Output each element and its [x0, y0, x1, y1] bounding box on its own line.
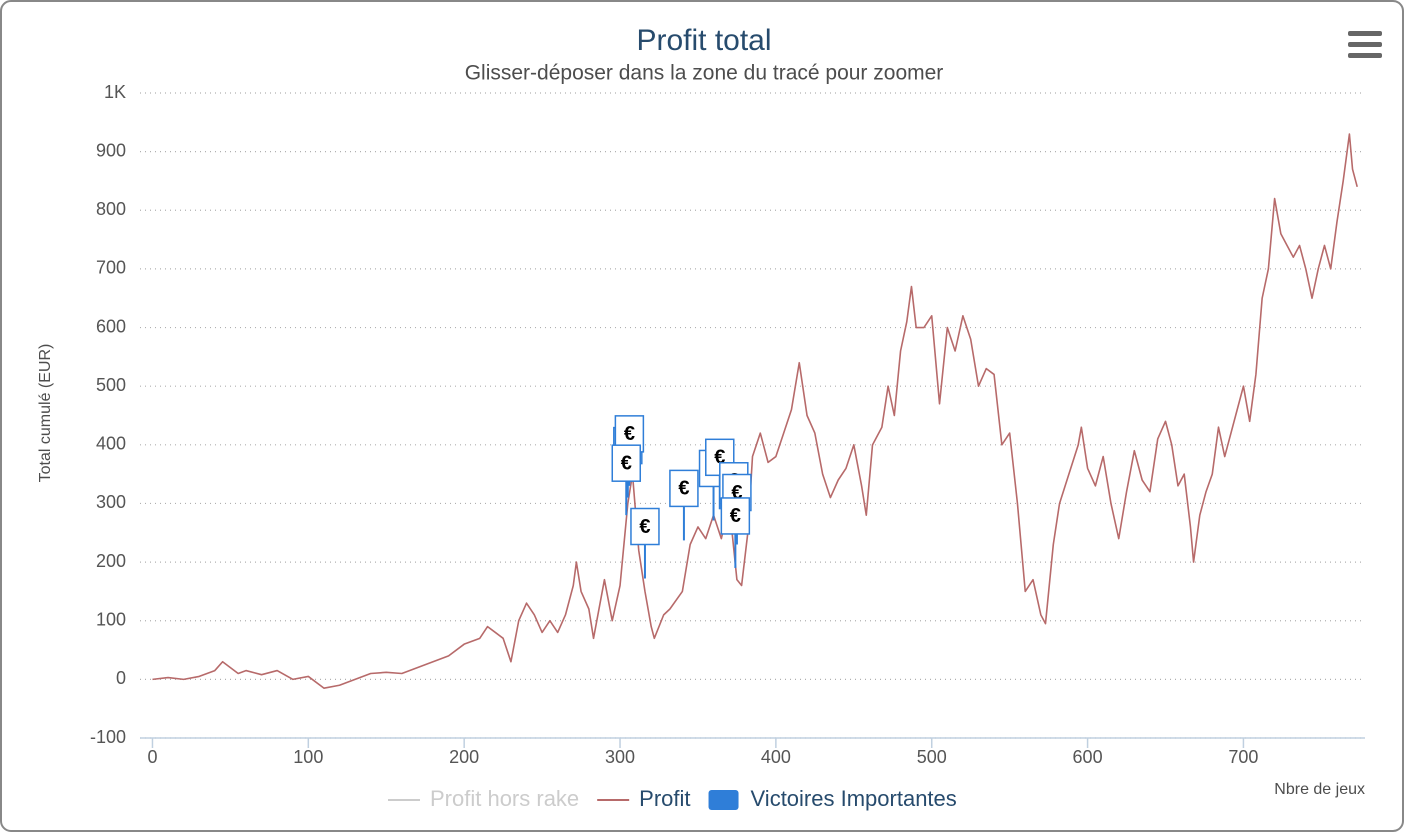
menu-button[interactable] [1348, 31, 1382, 58]
menu-bar[interactable] [1348, 53, 1382, 58]
legend-item[interactable]: Profit hors rake [388, 786, 579, 811]
flag-label: € [678, 478, 689, 500]
line-series [152, 133, 1358, 689]
y-tick-label: 800 [96, 199, 126, 219]
flag-label: € [730, 505, 741, 527]
y-tick-label: 500 [96, 375, 126, 395]
y-tick-label: 300 [96, 492, 126, 512]
x-tick-label: 100 [293, 747, 323, 767]
legend-label: Profit [639, 786, 690, 811]
x-tick-label: 400 [761, 747, 791, 767]
flag-box [720, 497, 751, 535]
chart-subtitle: Glisser-déposer dans la zone du tracé po… [465, 62, 944, 85]
y-tick-label: 0 [116, 668, 126, 688]
flag-box [669, 469, 699, 508]
y-tick-label: 700 [96, 258, 126, 278]
y-tick-label: 200 [96, 551, 126, 571]
x-tick-label: 600 [1073, 747, 1103, 767]
flag: € [669, 469, 699, 541]
x-tick-label: 0 [147, 747, 157, 767]
legend-item[interactable]: Profit [597, 786, 691, 811]
menu-bar[interactable] [1348, 31, 1382, 36]
flag-label: € [624, 423, 635, 445]
menu-bar[interactable] [1348, 42, 1382, 47]
flag-box [630, 507, 660, 546]
x-tick-label: 200 [449, 747, 479, 767]
x-axis-title: Nbre de jeux [1274, 781, 1365, 798]
x-tick-label: 700 [1228, 747, 1258, 767]
flag-label: € [731, 482, 742, 504]
y-tick-label: -100 [90, 727, 126, 747]
y-tick-label: 600 [96, 316, 126, 336]
legend-label: Victoires Importantes [751, 786, 957, 811]
legend-symbol [708, 790, 739, 810]
legend-item[interactable]: Victoires Importantes [708, 786, 957, 811]
flag: € [630, 507, 660, 579]
flag: € [611, 444, 642, 516]
y-tick-label: 400 [96, 434, 126, 454]
flag: € [720, 497, 751, 568]
flag-label: € [639, 516, 650, 538]
y-tick-label: 900 [96, 140, 126, 160]
x-tick-label: 500 [917, 747, 947, 767]
flag-label: € [621, 452, 632, 474]
chart-title: Profit total [636, 24, 771, 57]
y-tick-label: 1K [104, 82, 126, 102]
x-tick-label: 300 [605, 747, 635, 767]
y-axis-title: Total cumulé (EUR) [37, 344, 54, 483]
legend-label: Profit hors rake [430, 786, 579, 811]
flag-label: € [714, 447, 725, 469]
flag-box [611, 444, 642, 482]
y-tick-label: 100 [96, 609, 126, 629]
